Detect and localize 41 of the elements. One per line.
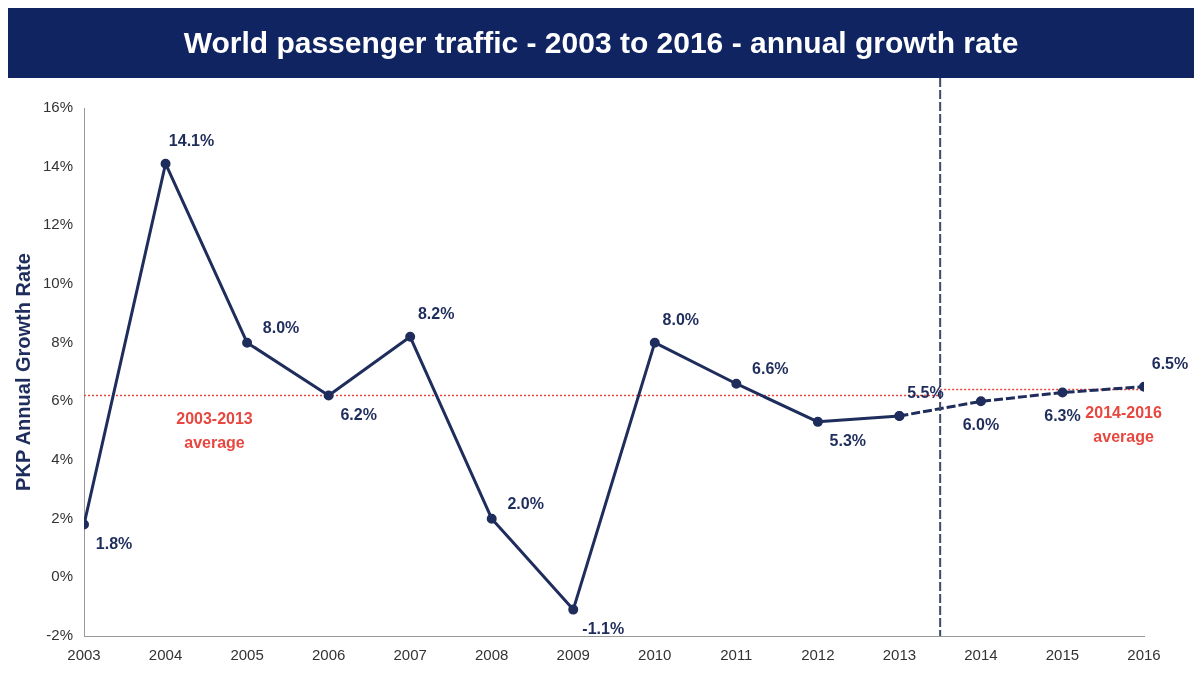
y-tick-label: 12% xyxy=(42,215,74,233)
data-label: 5.3% xyxy=(829,432,867,450)
annotation: 2014-2016 average xyxy=(1085,404,1162,446)
y-axis-title: PKP Annual Growth Rate xyxy=(11,253,34,491)
x-tick-label: 2007 xyxy=(393,646,427,664)
data-label: 8.0% xyxy=(262,319,300,337)
data-label: 2.0% xyxy=(507,495,544,513)
data-label: 6.0% xyxy=(962,415,1000,433)
data-label: 6.5% xyxy=(1151,355,1189,373)
data-label: 6.2% xyxy=(340,405,377,423)
y-tick-label: 14% xyxy=(42,156,74,174)
x-tick-label: 2003 xyxy=(67,646,101,664)
x-tick-label: 2011 xyxy=(720,646,753,664)
x-tick-label: 2005 xyxy=(230,646,264,664)
y-tick-label: 16% xyxy=(42,98,74,116)
x-tick-label: 2010 xyxy=(638,646,672,664)
y-tick-label: 0% xyxy=(51,567,74,585)
y-tick-label: 4% xyxy=(51,450,74,468)
x-tick-label: 2014 xyxy=(964,646,998,664)
data-label: 8.2% xyxy=(417,305,455,323)
x-tick-label: 2015 xyxy=(1045,646,1080,664)
y-tick-label: 8% xyxy=(51,332,74,350)
data-label: 6.6% xyxy=(752,360,789,378)
y-tick-label: -2% xyxy=(46,626,74,644)
y-tick-label: 6% xyxy=(51,391,74,409)
annotation: 2003-2013 average xyxy=(176,409,253,451)
data-label: 6.3% xyxy=(1044,406,1081,424)
data-label: 8.0% xyxy=(662,311,700,329)
x-tick-label: 2013 xyxy=(882,646,917,664)
x-tick-label: 2006 xyxy=(311,646,346,664)
y-tick-label: 10% xyxy=(42,274,74,292)
x-tick-label: 2004 xyxy=(148,646,183,664)
y-tick-label: 2% xyxy=(51,508,74,526)
chart-title: World passenger traffic - 2003 to 2016 - annual growth rate xyxy=(8,8,1194,78)
data-label: 14.1% xyxy=(168,132,215,150)
x-tick-label: 2016 xyxy=(1127,646,1161,664)
x-tick-label: 2009 xyxy=(556,646,590,664)
data-label: 1.8% xyxy=(95,534,133,552)
x-tick-label: 2012 xyxy=(801,646,835,664)
data-label: -1.1% xyxy=(582,620,625,638)
x-tick-label: 2008 xyxy=(475,646,509,664)
